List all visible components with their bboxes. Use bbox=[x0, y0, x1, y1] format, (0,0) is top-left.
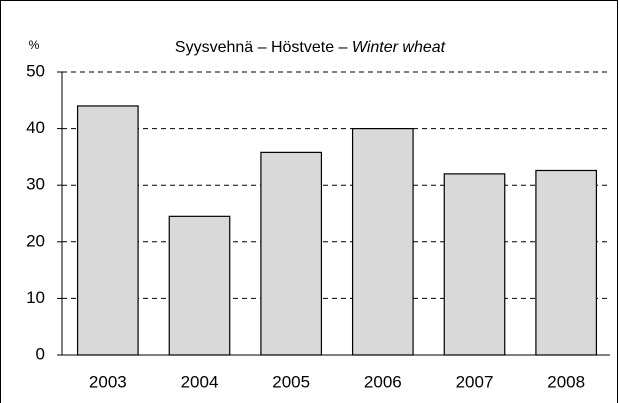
bar bbox=[260, 151, 323, 356]
x-tick-label: 2008 bbox=[547, 372, 585, 391]
y-tick-label: 40 bbox=[26, 118, 45, 137]
y-tick-label: 20 bbox=[26, 231, 45, 250]
y-tick-label: 30 bbox=[26, 175, 45, 194]
y-tick-label: 0 bbox=[36, 344, 45, 363]
x-tick-label: 2006 bbox=[364, 372, 402, 391]
chart-title: Syysvehnä – Höstvete – Winter wheat bbox=[175, 39, 446, 56]
title-main: Syysvehnä – Höstvete – bbox=[175, 39, 352, 56]
x-tick-label: 2004 bbox=[181, 372, 219, 391]
bar bbox=[443, 173, 506, 356]
x-tick-label: 2007 bbox=[456, 372, 494, 391]
x-tick-label: 2005 bbox=[272, 372, 310, 391]
bar bbox=[76, 105, 139, 356]
y-tick-label: 10 bbox=[26, 288, 45, 307]
title-italic: Winter wheat bbox=[352, 39, 446, 56]
x-tick-label: 2003 bbox=[89, 372, 127, 391]
bar bbox=[535, 169, 598, 356]
y-tick-label: 50 bbox=[26, 61, 45, 80]
bar bbox=[168, 215, 231, 356]
y-axis-label: % bbox=[29, 38, 40, 52]
bar bbox=[351, 128, 414, 356]
